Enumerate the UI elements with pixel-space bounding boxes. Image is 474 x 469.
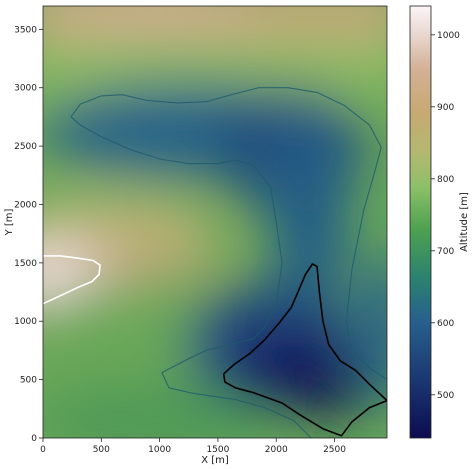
colorbar-tick-label: 700 — [437, 247, 454, 257]
colorbar-gradient — [409, 5, 432, 439]
y-tick-label: 1000 — [14, 317, 37, 327]
y-tick-label: 3000 — [14, 84, 37, 94]
y-axis: 0 500 1000 1500 2000 2500 3000 3500 — [14, 25, 43, 444]
y-tick-label: 1500 — [14, 259, 37, 269]
x-tick-label: 0 — [40, 445, 46, 455]
contour-lines — [43, 87, 387, 438]
x-tick-label: 2000 — [265, 445, 288, 455]
y-axis-label: Y [m] — [4, 208, 15, 236]
y-tick-label: 500 — [20, 376, 37, 386]
colorbar-label: Altitude [m] — [459, 192, 470, 252]
colorbar-tick-label: 500 — [437, 391, 454, 401]
contour-1000 — [43, 255, 101, 305]
plot-frame — [42, 5, 388, 439]
x-axis: 0 500 1000 1500 2000 2500 — [40, 438, 346, 455]
heatmap-surface — [43, 6, 387, 438]
x-tick-label: 1500 — [206, 445, 229, 455]
y-tick-label: 0 — [31, 434, 37, 444]
x-tick-label: 2500 — [323, 445, 346, 455]
y-tick-label: 2000 — [14, 200, 37, 210]
contour-500 — [222, 263, 387, 437]
y-tick-label: 3500 — [14, 25, 37, 35]
x-axis-label: X [m] — [201, 455, 229, 466]
x-tick-label: 500 — [93, 445, 110, 455]
y-tick-label: 2500 — [14, 142, 37, 152]
colorbar: 500 600 700 800 900 1000 Altitude [m] — [409, 5, 470, 439]
colorbar-tick-label: 800 — [437, 175, 454, 185]
colorbar-tick-label: 600 — [437, 319, 454, 329]
colorbar-tick-label: 1000 — [437, 31, 460, 41]
colorbar-ticks: 500 600 700 800 900 1000 — [431, 31, 460, 401]
contour-600 — [70, 87, 387, 381]
colorbar-tick-label: 900 — [437, 103, 454, 113]
x-tick-label: 1000 — [148, 445, 171, 455]
contour-600 — [70, 116, 312, 438]
